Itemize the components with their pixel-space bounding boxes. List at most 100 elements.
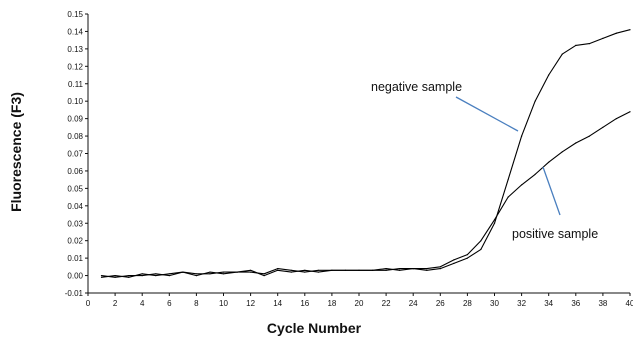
positive-sample-point — [277, 269, 279, 271]
positive-sample-point — [195, 275, 197, 277]
positive-sample-point — [561, 151, 563, 153]
y-tick-label: 0.08 — [67, 132, 83, 141]
negative-sample-point — [588, 43, 591, 45]
positive-sample-point — [222, 273, 225, 275]
x-tick-label: 20 — [355, 299, 364, 308]
positive-sample-point — [439, 266, 441, 268]
x-tick-label: 28 — [463, 299, 472, 308]
negative-sample-point — [304, 271, 306, 273]
y-tick-label: 0.04 — [67, 202, 83, 211]
positive-sample-point — [114, 275, 116, 277]
positive-sample-point — [290, 271, 292, 273]
x-tick-label: 26 — [436, 299, 445, 308]
y-tick-label: 0.14 — [67, 27, 83, 36]
positive-sample-label: positive sample — [512, 227, 598, 241]
positive-sample-point — [182, 271, 184, 273]
x-tick-label: 36 — [571, 299, 580, 308]
x-tick-label: 6 — [167, 299, 172, 308]
x-tick-label: 40 — [626, 299, 633, 308]
negative-sample-point — [250, 271, 252, 273]
positive-sample-point — [602, 126, 604, 128]
positive-sample-point — [372, 269, 374, 271]
negative-sample-point — [466, 257, 468, 259]
positive-sample-point — [629, 111, 631, 113]
positive-sample-point — [480, 240, 482, 242]
x-tick-label: 30 — [490, 299, 499, 308]
y-tick-label: 0.02 — [67, 237, 83, 246]
negative-sample-point — [615, 32, 618, 34]
positive-sample-point — [155, 275, 157, 277]
positive-sample-point — [263, 275, 265, 277]
negative-sample-point — [493, 222, 496, 224]
y-tick-label: -0.01 — [65, 289, 84, 298]
negative-sample-point — [548, 74, 550, 76]
x-tick-label: 10 — [219, 299, 228, 308]
positive-sample-point — [168, 273, 170, 275]
series-layer — [100, 29, 631, 278]
positive-sample-point — [615, 118, 618, 120]
negative-sample-point — [534, 100, 536, 102]
x-tick-label: 8 — [194, 299, 199, 308]
positive-sample-point — [399, 268, 401, 270]
negative-sample-point — [195, 273, 197, 275]
y-tick-label: 0.06 — [67, 167, 83, 176]
y-axis-title: Fluorescence (F3) — [8, 92, 24, 212]
positive-sample-point — [141, 273, 143, 275]
y-tick-label: 0.00 — [67, 272, 83, 281]
x-tick-label: 12 — [246, 299, 255, 308]
y-tick-label: 0.15 — [67, 10, 83, 19]
x-axis-title: Cycle Number — [267, 320, 362, 336]
negative-sample-point — [602, 37, 604, 40]
annotation-layer: negative sample positive sample — [371, 80, 598, 241]
negative-sample-point — [263, 273, 265, 275]
negative-sample-point — [290, 269, 292, 271]
x-tick-label: 34 — [544, 299, 553, 308]
positive-sample-point — [317, 271, 319, 273]
plot-area — [87, 14, 630, 294]
positive-sample-point — [385, 269, 387, 271]
positive-sample-point — [548, 161, 550, 163]
negative-sample-leader-line — [455, 96, 519, 132]
y-tick-label: 0.12 — [67, 62, 83, 71]
x-tick-label: 32 — [517, 299, 526, 308]
negative-sample-point — [128, 275, 130, 277]
negative-sample-point — [141, 275, 143, 277]
x-axis-ticks: 0 2 4 6 8 10 12 14 16 18 20 22 24 26 28 30 32 34 36 38 40 — [86, 293, 633, 308]
x-tick-label: 24 — [409, 299, 418, 308]
y-tick-label: 0.01 — [67, 254, 83, 263]
positive-sample-point — [453, 259, 455, 261]
x-tick-label: 38 — [598, 299, 607, 308]
positive-sample-leader-line — [542, 166, 561, 216]
negative-sample-point — [507, 179, 509, 181]
x-tick-label: 4 — [140, 299, 145, 308]
negative-sample-point — [439, 268, 441, 270]
negative-sample-point — [209, 273, 211, 275]
positive-sample-point — [250, 269, 252, 271]
positive-sample-point — [331, 269, 333, 271]
positive-sample-point — [236, 271, 238, 273]
negative-sample-point — [453, 262, 455, 264]
positive-sample-point — [128, 276, 130, 278]
negative-sample-point — [222, 271, 225, 273]
positive-sample-point — [426, 268, 428, 270]
x-tick-label: 2 — [113, 299, 118, 308]
positive-sample-point — [588, 135, 591, 137]
negative-sample-point — [100, 275, 103, 277]
positive-sample-point — [466, 254, 468, 256]
y-tick-label: 0.07 — [67, 150, 83, 159]
y-axis-ticks: 0.15 0.14 0.13 0.12 0.11 0.10 0.09 0.08 0.07 0.06… — [65, 10, 88, 298]
x-tick-label: 16 — [300, 299, 309, 308]
positive-sample-point — [412, 268, 414, 270]
negative-sample-point — [385, 268, 387, 270]
y-tick-label: 0.13 — [67, 45, 83, 54]
positive-sample-point — [534, 173, 536, 175]
positive-sample-line — [101, 111, 631, 278]
negative-sample-point — [317, 269, 319, 271]
negative-sample-label: negative sample — [371, 80, 462, 94]
negative-sample-point — [575, 44, 577, 47]
negative-sample-point — [629, 29, 631, 31]
positive-sample-point — [575, 142, 577, 144]
negative-sample-point — [277, 268, 279, 270]
y-tick-label: 0.11 — [68, 80, 84, 89]
positive-sample-point — [344, 269, 346, 271]
